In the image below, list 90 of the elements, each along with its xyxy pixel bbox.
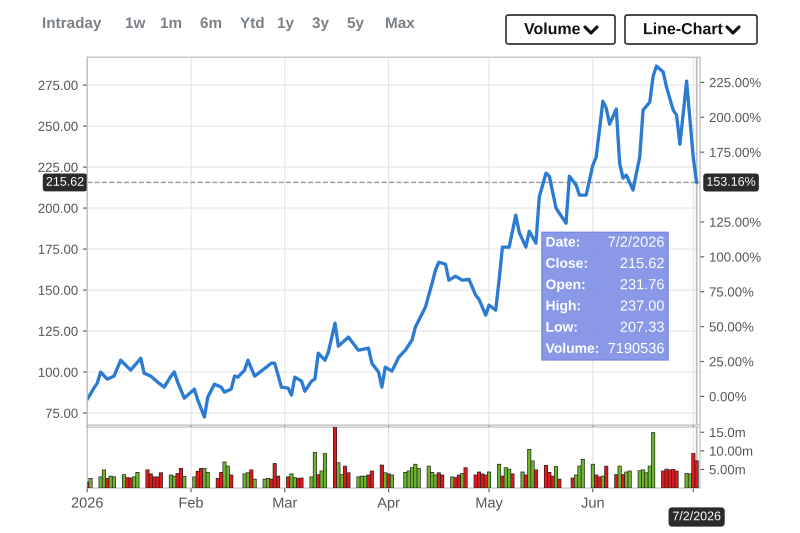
- x-tick-label: Feb: [180, 497, 203, 508]
- annotation: 153.16%: [707, 177, 756, 186]
- bar: [88, 478, 93, 488]
- bar: [628, 470, 632, 488]
- y-tick-label: 250.00: [38, 122, 78, 132]
- bar: [497, 464, 502, 488]
- bar: [272, 463, 277, 488]
- bar: [604, 466, 608, 488]
- y2-tick-label: 0.00%: [710, 392, 746, 402]
- x-tick-label: Jun: [581, 498, 604, 508]
- bar: [674, 470, 679, 488]
- bar: [178, 468, 183, 488]
- y-tick-label: 5.00m: [710, 464, 745, 474]
- x-tick-label: 2026: [72, 497, 103, 508]
- y2-tick-label: 75.00%: [710, 287, 754, 297]
- bar: [416, 468, 421, 488]
- bar: [476, 472, 482, 488]
- y2-tick-label: 175.00%: [710, 148, 761, 158]
- annotation: 231.76: [620, 279, 664, 290]
- bar: [520, 472, 525, 488]
- bar: [440, 474, 444, 488]
- bar: [262, 478, 267, 488]
- y-tick-label: 200.00: [38, 204, 78, 213]
- text: 1w: [126, 17, 146, 28]
- line-series: [87, 64, 698, 419]
- bar: [618, 466, 622, 488]
- bar: [651, 432, 656, 488]
- ref-line-label: 7/2/2026: [672, 511, 720, 520]
- y-tick-label: 275.00: [38, 80, 78, 90]
- bar: [343, 466, 348, 488]
- annotation: Date:: [546, 236, 579, 247]
- annotation: 215.62: [620, 258, 664, 268]
- y-tick-label: 125.00: [38, 326, 78, 336]
- text: Volume: [524, 22, 580, 34]
- text: 3y: [312, 17, 329, 32]
- annotation: Open:: [546, 279, 584, 292]
- bar: [544, 464, 548, 488]
- annotation: 7190536: [608, 342, 664, 354]
- y-tick-label: 15.0m: [710, 428, 745, 438]
- ref-line-label: 215.62: [46, 176, 84, 186]
- bar: [312, 452, 317, 488]
- annotation: High:: [546, 300, 580, 314]
- text: 1m: [160, 17, 182, 28]
- text: Intraday: [43, 16, 102, 32]
- x-tick-label: Apr: [377, 498, 400, 511]
- annotation: 207.33: [620, 322, 664, 332]
- bar: [580, 459, 585, 488]
- x-tick-label: May: [476, 498, 503, 511]
- y-tick-label: 225.00: [38, 162, 78, 172]
- annotation: Close:: [546, 258, 587, 268]
- y2-tick-label: 125.00%: [710, 218, 761, 227]
- bar: [332, 427, 338, 488]
- annotation: 7/2/2026: [608, 236, 664, 247]
- y-tick-label: 150.00: [38, 286, 78, 295]
- bar: [289, 474, 294, 488]
- bar: [145, 469, 150, 488]
- bar: [158, 472, 163, 488]
- bar: [322, 453, 327, 488]
- bar: [527, 449, 532, 488]
- y-tick-label: 10.00m: [710, 446, 752, 456]
- text: Ytd: [240, 16, 264, 28]
- text: 6m: [200, 17, 222, 28]
- bar: [507, 468, 512, 488]
- bar: [370, 470, 374, 488]
- y-tick-label: 75.00: [46, 408, 78, 418]
- bar: [135, 472, 140, 488]
- y2-tick-label: 25.00%: [710, 357, 754, 366]
- bar: [464, 467, 468, 488]
- text: 1y: [278, 17, 294, 32]
- bar: [487, 472, 492, 488]
- annotation: 237.00: [620, 300, 664, 311]
- bar: [426, 466, 431, 488]
- y2-tick-label: 100.00%: [710, 252, 761, 262]
- bar: [299, 478, 304, 488]
- y2-tick-label: 225.00%: [710, 78, 761, 88]
- bar: [102, 469, 106, 488]
- bar: [206, 472, 210, 488]
- text: Line-Chart: [644, 22, 723, 34]
- annotation: Low:: [546, 322, 577, 332]
- annotation: Volume:: [546, 342, 598, 354]
- y2-tick-label: 200.00%: [710, 112, 761, 122]
- bar: [554, 466, 558, 488]
- bar: [112, 476, 116, 488]
- text: 5y: [347, 17, 364, 32]
- bar: [390, 474, 394, 488]
- y2-tick-label: 50.00%: [710, 322, 754, 332]
- text: Max: [386, 17, 415, 28]
- y-tick-label: 100.00: [38, 368, 78, 377]
- y-tick-label: 175.00: [38, 244, 78, 254]
- x-tick-label: Mar: [273, 498, 298, 508]
